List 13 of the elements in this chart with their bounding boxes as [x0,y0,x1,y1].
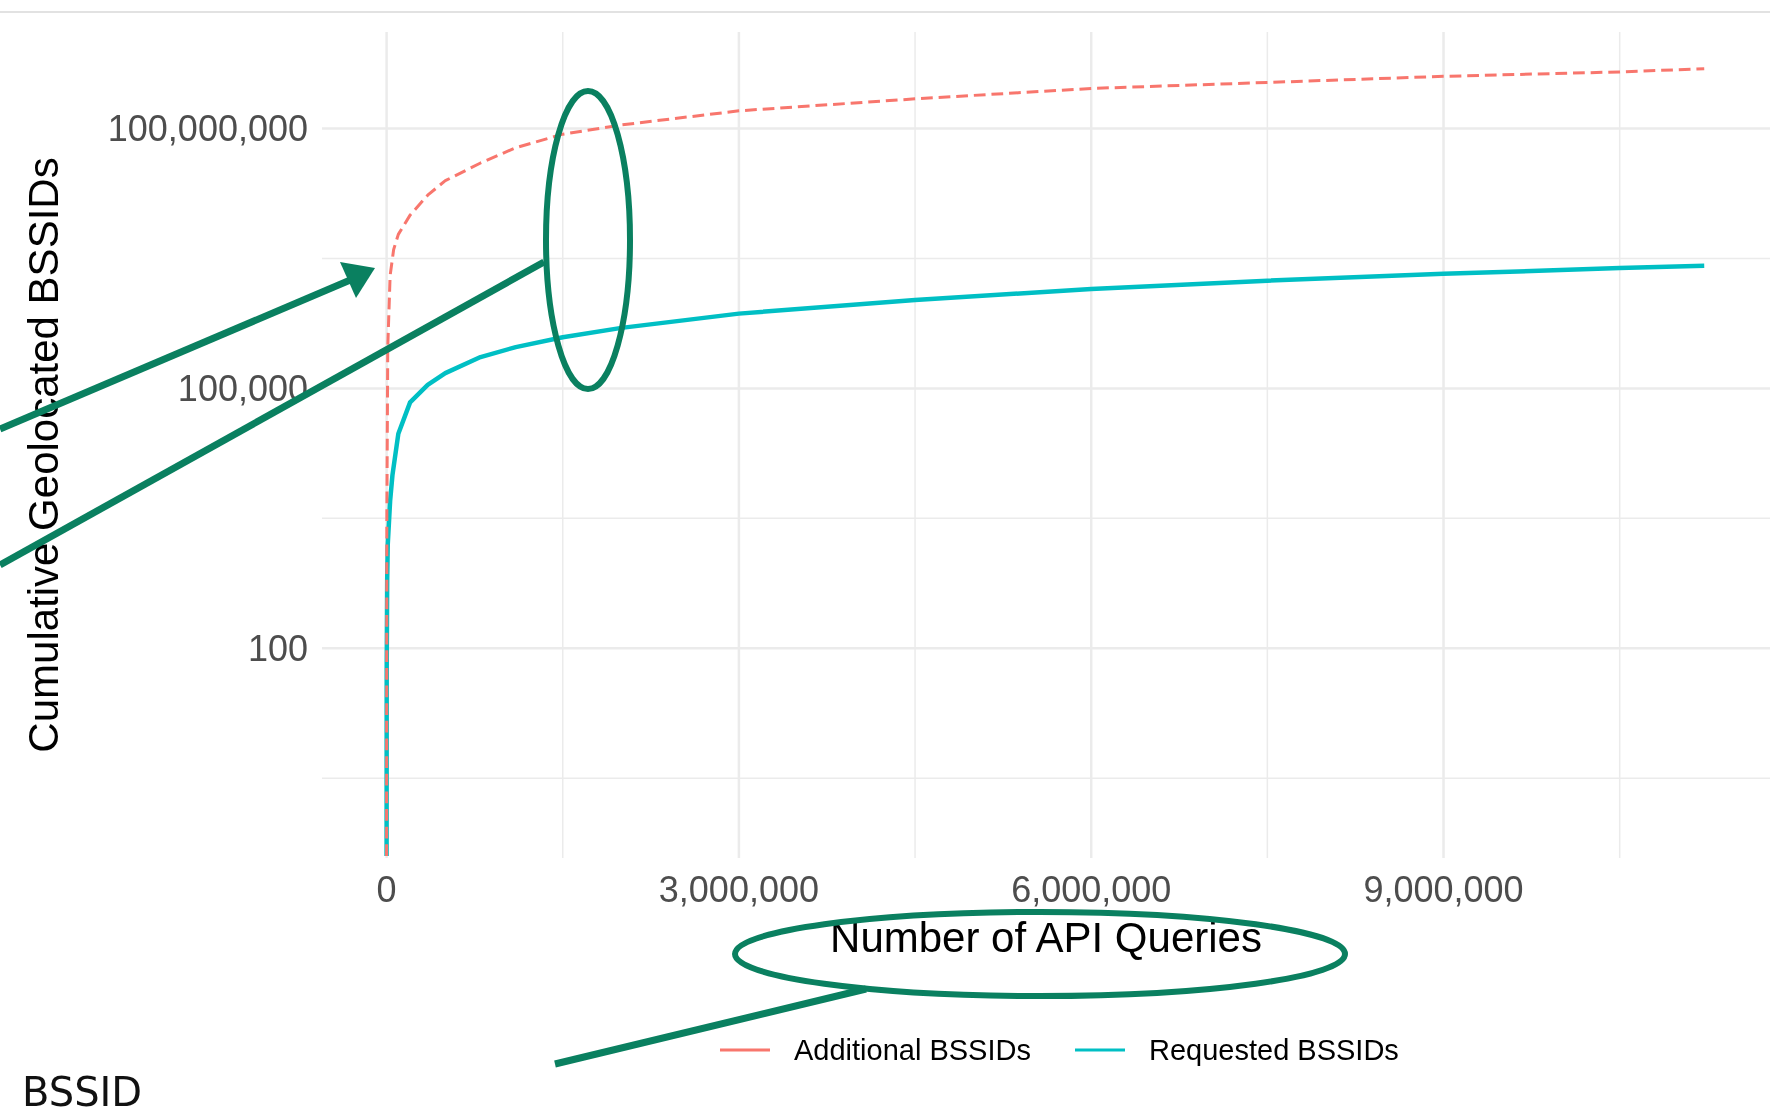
x-tick-label: 0 [376,869,397,910]
y-tick-label: 100 [247,627,308,669]
y-axis-title: Cumulative Geolocated BSSIDs [20,157,67,753]
line-series [385,67,1706,858]
x-tick-label: 9,000,000 [1363,869,1524,910]
text: BSSID [22,1069,143,1113]
y-tick-label: 100,000,000 [107,108,308,150]
x-tick-label: 3,000,000 [658,869,819,910]
legend-label: Additional BSSIDs [794,1034,1031,1067]
legend-label: Requested BSSIDs [1149,1034,1399,1067]
y-tick-label: 100,000 [177,368,308,410]
x-axis-title: Number of API Queries [830,914,1262,961]
x-tick-label: 6,000,000 [1011,869,1172,910]
